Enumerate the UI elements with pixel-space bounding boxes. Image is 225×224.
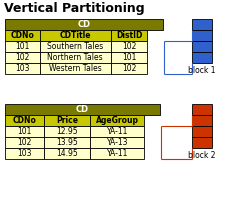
Text: 102: 102	[121, 64, 136, 73]
Text: 14.95: 14.95	[56, 149, 78, 158]
Bar	[44, 137, 90, 148]
Text: CDNo: CDNo	[12, 116, 36, 125]
Bar	[110, 63, 146, 74]
Text: 103: 103	[17, 149, 32, 158]
Text: 102: 102	[15, 53, 29, 62]
Text: Southern Tales: Southern Tales	[47, 42, 103, 51]
Bar	[90, 137, 144, 148]
Bar	[5, 41, 40, 52]
Text: Price: Price	[56, 116, 78, 125]
Bar	[5, 63, 40, 74]
Text: YA-13: YA-13	[106, 138, 128, 147]
Text: Western Tales: Western Tales	[49, 64, 101, 73]
Bar	[110, 52, 146, 63]
Bar	[44, 115, 90, 126]
Bar	[44, 148, 90, 159]
Text: 101: 101	[121, 53, 136, 62]
Bar	[5, 19, 162, 30]
Text: 101: 101	[15, 42, 29, 51]
Bar	[5, 148, 44, 159]
Bar	[40, 30, 110, 41]
Bar	[5, 52, 40, 63]
Text: DistID: DistID	[115, 31, 142, 40]
Text: Vertical Partitioning: Vertical Partitioning	[4, 2, 144, 15]
Text: CD: CD	[77, 20, 90, 29]
Text: YA-11: YA-11	[106, 127, 128, 136]
Bar	[40, 63, 110, 74]
Bar	[191, 115, 211, 126]
Bar	[90, 126, 144, 137]
Text: CDTitle: CDTitle	[59, 31, 91, 40]
Bar	[191, 41, 211, 52]
Bar	[191, 126, 211, 137]
Bar	[5, 137, 44, 148]
Bar	[191, 104, 211, 115]
Bar	[90, 115, 144, 126]
Bar	[191, 52, 211, 63]
Bar	[40, 41, 110, 52]
Text: 13.95: 13.95	[56, 138, 78, 147]
Bar	[110, 41, 146, 52]
Bar	[40, 52, 110, 63]
Text: block 2: block 2	[187, 151, 215, 160]
Text: 102: 102	[121, 42, 136, 51]
Text: Northern Tales: Northern Tales	[47, 53, 103, 62]
Text: 101: 101	[17, 127, 32, 136]
Text: CDNo: CDNo	[10, 31, 34, 40]
Bar	[191, 30, 211, 41]
Bar	[5, 126, 44, 137]
Text: YA-11: YA-11	[106, 149, 128, 158]
Text: 103: 103	[15, 64, 29, 73]
Text: AgeGroup: AgeGroup	[95, 116, 138, 125]
Text: 12.95: 12.95	[56, 127, 77, 136]
Bar	[44, 126, 90, 137]
Bar	[5, 30, 40, 41]
Bar	[191, 19, 211, 30]
Bar	[191, 137, 211, 148]
Text: CD: CD	[76, 105, 89, 114]
Text: 102: 102	[17, 138, 32, 147]
Bar	[90, 148, 144, 159]
Bar	[5, 115, 44, 126]
Bar	[5, 104, 159, 115]
Bar	[110, 30, 146, 41]
Text: block 1: block 1	[187, 66, 215, 75]
